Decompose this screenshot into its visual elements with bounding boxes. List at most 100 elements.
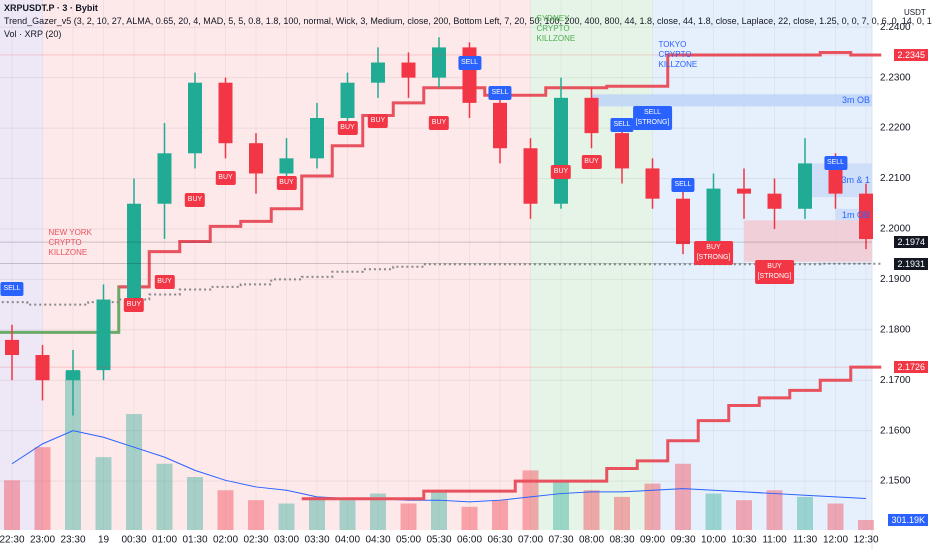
signal-label: SELL: [823, 156, 848, 171]
volume-bar: [675, 463, 691, 530]
volume-bar: [95, 457, 112, 530]
volume-bar: [461, 506, 478, 530]
y-axis-bg: [872, 0, 932, 550]
x-tick-label: 12:00: [823, 535, 848, 546]
price-label: 2.1974: [894, 236, 928, 249]
volume-bar: [126, 414, 142, 530]
y-tick-label: 2.2200: [880, 123, 911, 134]
price-label: 2.2345: [894, 48, 928, 61]
volume-bar: [248, 500, 264, 530]
order-block-label: 3m OB: [841, 95, 870, 106]
order-block: [835, 208, 872, 221]
volume-bar: [553, 480, 569, 530]
x-tick-label: 07:30: [548, 535, 573, 546]
signal-label: BUY: [337, 121, 358, 136]
candle-body: [188, 82, 202, 154]
volume-title: Vol · XRP (20): [4, 29, 62, 39]
session-zone: [0, 0, 43, 530]
candle-body: [5, 339, 19, 356]
volume-bar: [766, 490, 783, 530]
volume-bar: [309, 496, 325, 530]
signal-label: BUY: [215, 170, 236, 185]
signal-label: SELL: [610, 118, 634, 133]
x-tick-label: 09:30: [670, 535, 695, 546]
signal-label: BUY [STRONG]: [693, 240, 734, 265]
order-block: [591, 94, 872, 107]
candle-body: [96, 299, 111, 371]
candle-body: [523, 148, 538, 204]
y-tick-label: 2.1600: [880, 425, 911, 436]
x-tick-label: 09:00: [640, 535, 665, 546]
candle-body: [798, 163, 812, 209]
candle-body: [706, 188, 721, 245]
candle-body: [35, 355, 50, 381]
signal-label: SELL: [0, 282, 24, 297]
candle-body: [859, 193, 873, 240]
x-axis-bg: [0, 530, 932, 550]
order-block-label: 3m & 1: [841, 175, 870, 186]
y-axis-label: USDT: [904, 8, 926, 17]
x-tick-label: 02:30: [243, 535, 268, 546]
signal-label: BUY [STRONG]: [754, 260, 795, 285]
y-tick-label: 2.1900: [880, 274, 911, 285]
session-label: SYDNEY CRYPTO KILLZONE: [536, 14, 576, 43]
volume-bar: [492, 500, 508, 530]
volume-bar: [4, 480, 20, 530]
candle-body: [66, 370, 80, 381]
x-tick-label: 08:30: [609, 535, 634, 546]
signal-label: BUY: [154, 274, 175, 289]
candle-body: [127, 203, 141, 300]
volume-bar: [156, 463, 173, 530]
candle-body: [554, 97, 568, 204]
volume-bar: [400, 503, 417, 530]
x-tick-label: 22:30: [0, 535, 25, 546]
candle-body: [737, 188, 751, 194]
signal-label: SELL: [671, 178, 695, 193]
candle-body: [340, 82, 355, 119]
y-tick-label: 2.1800: [880, 324, 911, 335]
indicator-line: [301, 365, 882, 501]
candle-body: [828, 163, 843, 194]
y-tick-label: 2.2100: [880, 173, 911, 184]
volume-bar: [217, 490, 234, 530]
x-tick-label: 05:00: [396, 535, 421, 546]
x-tick-label: 04:30: [365, 535, 390, 546]
x-tick-label: 02:00: [213, 535, 238, 546]
chart-title: XRPUSDT.P · 3 · Bybit: [4, 3, 98, 13]
candle-body: [249, 143, 263, 174]
x-tick-label: 06:00: [457, 535, 482, 546]
x-tick-label: 06:30: [487, 535, 512, 546]
volume-bar: [858, 520, 874, 530]
signal-label: BUY: [428, 116, 450, 131]
volume-label: 301.19K: [888, 514, 928, 527]
volume-bar: [370, 493, 386, 530]
candle-body: [584, 97, 599, 134]
volume-bar: [65, 371, 81, 530]
signal-label: BUY: [550, 165, 572, 180]
volume-bar: [431, 490, 447, 530]
x-tick-label: 05:30: [426, 535, 451, 546]
signal-label: SELL: [457, 56, 482, 71]
volume-bar: [705, 493, 722, 530]
candle-body: [645, 168, 660, 199]
volume-bar: [797, 496, 813, 530]
volume-bar: [827, 503, 844, 530]
volume-bar: [278, 503, 295, 530]
candle-body: [676, 198, 690, 245]
x-tick-label: 01:30: [182, 535, 207, 546]
x-tick-label: 23:30: [60, 535, 85, 546]
signal-label: SELL: [488, 86, 512, 101]
candle-body: [493, 102, 507, 149]
y-tick-label: 2.2400: [880, 22, 911, 33]
signal-label: BUY: [276, 175, 297, 190]
x-tick-label: 12:30: [853, 535, 878, 546]
indicator-line: [0, 262, 882, 306]
candle-body: [218, 82, 233, 144]
volume-bar: [339, 500, 356, 530]
volume-bar: [34, 447, 51, 530]
candle-body: [371, 62, 385, 83]
candle-body: [310, 118, 324, 159]
volume-bar: [583, 490, 600, 530]
volume-bar: [614, 496, 630, 530]
candle-body: [432, 47, 446, 78]
